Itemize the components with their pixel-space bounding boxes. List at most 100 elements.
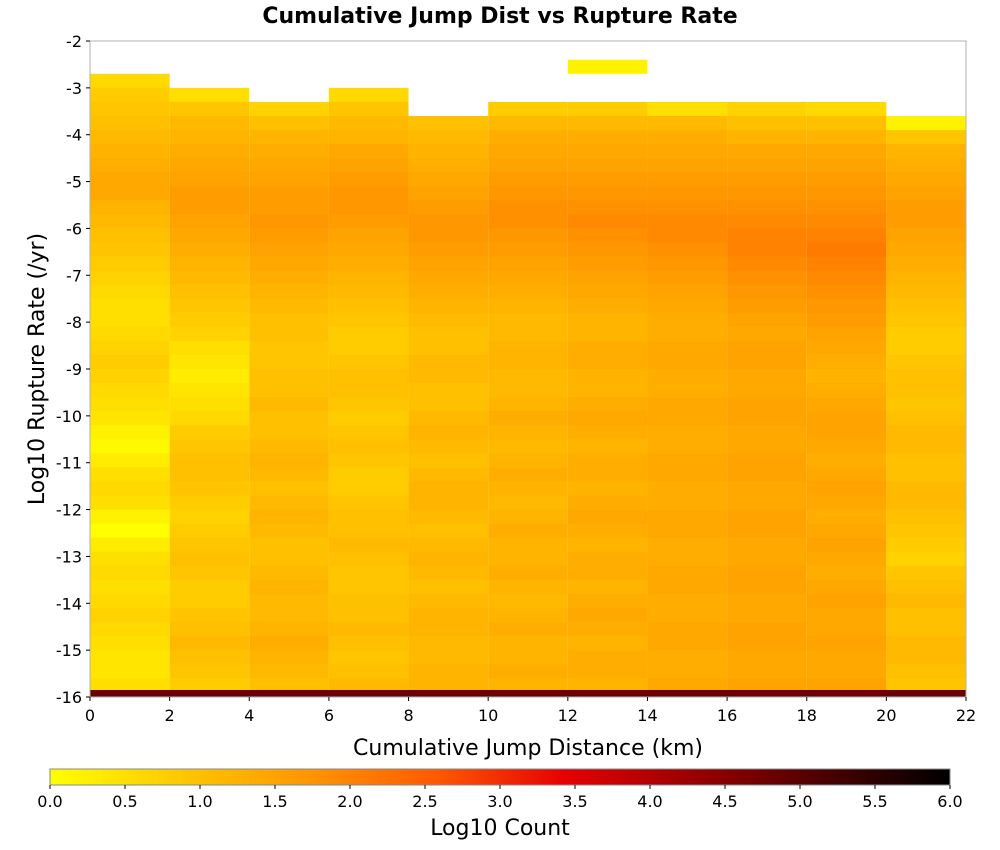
heatmap-cell bbox=[647, 144, 728, 159]
heatmap-cell bbox=[806, 607, 887, 623]
heatmap-cell bbox=[408, 565, 489, 581]
heatmap-cell bbox=[90, 312, 170, 328]
heatmap-cell-bottom-row bbox=[90, 689, 966, 697]
heatmap-cell bbox=[647, 636, 728, 651]
heatmap-cell bbox=[169, 256, 250, 271]
heatmap-cell bbox=[90, 144, 170, 159]
heatmap-cell bbox=[806, 481, 887, 496]
heatmap-cell bbox=[806, 144, 887, 159]
heatmap-cell bbox=[567, 340, 648, 356]
heatmap-cell bbox=[488, 453, 568, 468]
heatmap-cell bbox=[806, 397, 887, 412]
heatmap-cell bbox=[249, 551, 329, 567]
heatmap-cell bbox=[567, 523, 648, 539]
heatmap-cell bbox=[647, 579, 728, 595]
y-tick-label: -3 bbox=[66, 79, 82, 98]
heatmap-cell bbox=[567, 186, 648, 201]
heatmap-cell bbox=[806, 439, 887, 454]
heatmap-cell bbox=[806, 270, 887, 286]
heatmap-cell bbox=[647, 453, 728, 468]
heatmap-cell bbox=[408, 593, 489, 609]
heatmap-cell bbox=[488, 411, 568, 426]
heatmap-cell bbox=[328, 397, 409, 412]
heatmap-cell bbox=[567, 678, 648, 691]
heatmap-cell bbox=[249, 101, 329, 117]
colorbar-tick-label: 5.0 bbox=[787, 792, 812, 811]
heatmap-cell bbox=[408, 607, 489, 623]
heatmap-cell bbox=[886, 678, 966, 691]
heatmap-cell bbox=[328, 115, 409, 131]
heatmap-cell bbox=[249, 186, 329, 201]
heatmap-cell bbox=[90, 495, 170, 510]
heatmap-cell bbox=[567, 115, 648, 131]
heatmap-cell bbox=[90, 214, 170, 229]
heatmap-cell bbox=[90, 607, 170, 623]
heatmap-cell bbox=[806, 593, 887, 609]
heatmap-cell bbox=[647, 242, 728, 257]
heatmap-cell bbox=[249, 284, 329, 300]
heatmap-cell bbox=[647, 186, 728, 201]
heatmap-cell bbox=[328, 200, 409, 215]
heatmap-cell bbox=[567, 200, 648, 215]
heatmap-cell bbox=[328, 523, 409, 539]
heatmap-cell bbox=[647, 481, 728, 496]
heatmap-cell bbox=[408, 214, 489, 229]
heatmap-cell bbox=[647, 256, 728, 271]
heatmap-cell bbox=[408, 340, 489, 356]
heatmap-cell bbox=[727, 101, 807, 117]
heatmap-cell bbox=[249, 495, 329, 510]
heatmap-cell bbox=[328, 130, 409, 145]
heatmap-cell bbox=[169, 101, 250, 117]
heatmap-cell bbox=[488, 369, 568, 384]
heatmap-cells bbox=[90, 59, 966, 697]
colorbar-ticks: 0.0 0.5 1.0 1.5 2.0 2.5 3.0 3.5 4.0 4.5 5.0 5.5 6.0 bbox=[37, 785, 963, 811]
y-tick-label: -7 bbox=[66, 266, 82, 285]
heatmap-cell bbox=[90, 509, 170, 525]
heatmap-cell bbox=[169, 270, 250, 286]
heatmap-cell bbox=[567, 59, 648, 74]
heatmap-cell bbox=[249, 523, 329, 539]
heatmap-cell bbox=[328, 425, 409, 440]
colorbar-tick-label: 2.5 bbox=[412, 792, 437, 811]
heatmap-cell bbox=[647, 214, 728, 229]
heatmap-cell bbox=[488, 523, 568, 539]
heatmap-cell bbox=[488, 593, 568, 609]
heatmap-cell bbox=[806, 467, 887, 482]
x-tick-label: 8 bbox=[403, 706, 413, 725]
x-tick-label: 2 bbox=[165, 706, 175, 725]
heatmap-cell bbox=[169, 186, 250, 201]
heatmap-cell bbox=[727, 256, 807, 271]
heatmap-cell bbox=[806, 284, 887, 300]
heatmap-cell bbox=[90, 523, 170, 539]
heatmap-cell bbox=[647, 130, 728, 145]
heatmap-cell bbox=[408, 186, 489, 201]
heatmap-cell bbox=[90, 369, 170, 384]
heatmap-cell bbox=[408, 411, 489, 426]
heatmap-cell bbox=[886, 523, 966, 539]
heatmap-cell bbox=[806, 369, 887, 384]
heatmap-cell bbox=[806, 622, 887, 637]
heatmap-cell bbox=[647, 270, 728, 286]
heatmap-cell bbox=[727, 369, 807, 384]
heatmap-cell bbox=[886, 537, 966, 553]
heatmap-cell bbox=[806, 214, 887, 229]
heatmap-cell bbox=[488, 312, 568, 328]
x-tick-label: 0 bbox=[85, 706, 95, 725]
heatmap-cell bbox=[886, 158, 966, 173]
heatmap-cell bbox=[328, 537, 409, 553]
heatmap-cell bbox=[567, 411, 648, 426]
heatmap-cell bbox=[886, 200, 966, 215]
heatmap-cell bbox=[488, 200, 568, 215]
heatmap-cell bbox=[886, 256, 966, 271]
heatmap-cell bbox=[647, 523, 728, 539]
heatmap-cell bbox=[328, 172, 409, 187]
heatmap-cell bbox=[567, 481, 648, 496]
heatmap-cell bbox=[647, 467, 728, 482]
heatmap-cell bbox=[647, 664, 728, 679]
heatmap-cell bbox=[806, 172, 887, 187]
heatmap-cell bbox=[249, 354, 329, 370]
heatmap-cell bbox=[806, 115, 887, 131]
colorbar-tick-label: 1.5 bbox=[262, 792, 287, 811]
heatmap-cell bbox=[249, 326, 329, 342]
heatmap-cell bbox=[249, 565, 329, 581]
